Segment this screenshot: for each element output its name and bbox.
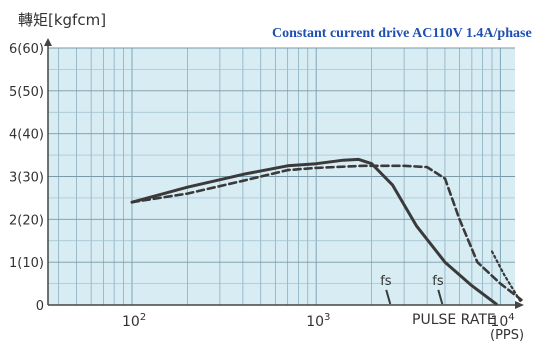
x-tick-labels: 102 103 104: [122, 312, 515, 330]
fs-annotation: fs: [380, 274, 392, 289]
y-axis-arrow: [44, 38, 52, 46]
plot-area: fs fs: [44, 38, 524, 309]
x-axis-arrow: [515, 301, 524, 309]
annotation-layer: fs fs: [380, 274, 444, 305]
series-line-dashed: [130, 164, 523, 302]
fs-marker-line: [385, 289, 392, 305]
y-tick-label: 0: [36, 299, 44, 314]
y-tick-label: 5(50): [9, 85, 44, 100]
y-tick-label: 2(20): [9, 213, 44, 228]
fs-annotation: fs: [432, 274, 444, 289]
x-tick-label: 104: [490, 312, 514, 330]
series-line-dotted: [490, 250, 523, 304]
series-layer: [130, 157, 523, 306]
x-tick-label: 102: [122, 312, 146, 330]
chart-title: Constant current drive AC110V 1.4A/phase: [272, 26, 532, 41]
series-line-solid: [130, 157, 498, 306]
x-axis-unit: (PPS): [490, 328, 524, 343]
y-axis-label: 轉矩[kgfcm]: [18, 11, 106, 29]
y-tick-label: 6(60): [9, 42, 44, 57]
y-tick-labels: 6(60) 5(50) 4(40) 3(30) 2(20) 1(10) 0: [9, 42, 44, 314]
x-axis-label: PULSE RATE: [412, 312, 496, 328]
fs-marker-line: [437, 289, 444, 305]
y-tick-label: 4(40): [9, 128, 44, 143]
y-tick-label: 1(10): [9, 256, 44, 271]
x-tick-label: 103: [306, 312, 330, 330]
y-tick-label: 3(30): [9, 171, 44, 186]
axes: [44, 38, 524, 309]
